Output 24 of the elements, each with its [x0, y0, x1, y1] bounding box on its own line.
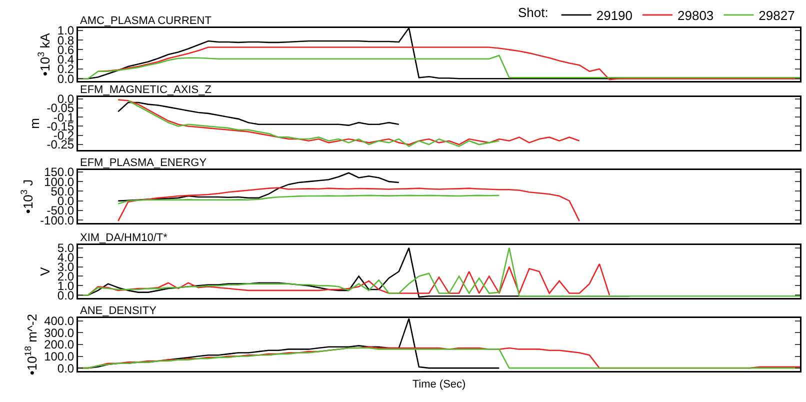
y-tick-label: 100.0: [44, 349, 74, 364]
line-series: [127, 100, 500, 147]
chart-title: EFM_MAGNETIC_AXIS_Z: [80, 84, 212, 96]
line-series: [117, 172, 400, 202]
line-series: [78, 247, 800, 297]
legend-title: Shot:: [518, 4, 548, 20]
y-axis-title: m: [26, 118, 42, 129]
legend-label: 29827: [758, 8, 795, 24]
y-axis-title: V: [38, 266, 53, 276]
y-tick-label: 400.0: [44, 314, 74, 328]
x-axis-title: Time (Sec): [412, 378, 466, 390]
line-series: [117, 102, 400, 126]
y-tick-label: 300.0: [44, 326, 74, 340]
y-tick-label: 0.0: [57, 361, 74, 376]
chart-title: ANE_DENSITY: [80, 305, 158, 317]
legend-label: 29190: [596, 8, 633, 24]
legend-label: 29803: [678, 8, 714, 24]
chart-title: XIM_DA/HM10/T*: [80, 232, 168, 244]
line-series: [117, 187, 580, 222]
line-series: [117, 99, 580, 146]
chart-title: AMC_PLASMA CURRENT: [80, 15, 212, 27]
y-tick-label: 200.0: [44, 338, 74, 352]
line-series: [117, 194, 500, 204]
chart-title: EFM_PLASMA_ENERGY: [80, 157, 208, 169]
